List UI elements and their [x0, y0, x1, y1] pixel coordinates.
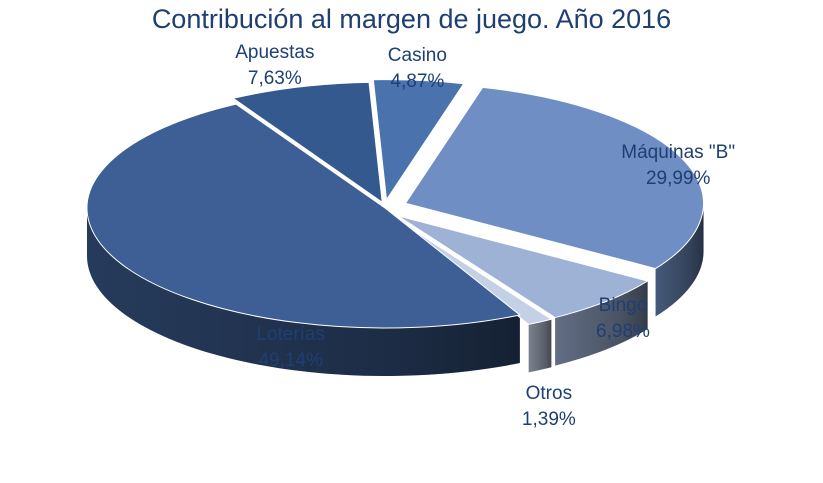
pie-slice — [231, 81, 383, 204]
slice-label: Apuestas 7,63% — [235, 40, 314, 92]
slice-label: Loterías 49,14% — [256, 322, 325, 374]
slice-label-name: Loterías — [256, 324, 325, 346]
slice-label-value: 29,99% — [645, 167, 711, 189]
slice-label-name: Apuestas — [235, 41, 315, 63]
slice-label-name: Otros — [525, 383, 573, 405]
slice-label-name: Bingo — [598, 295, 648, 317]
pie-slice-side-shading — [528, 319, 552, 373]
slice-label: Máquinas "B" 29,99% — [621, 140, 735, 192]
pie-slice — [397, 215, 649, 319]
slice-label-value: 4,87% — [390, 70, 445, 92]
pie-slice-side-shading — [655, 203, 704, 317]
chart-title: Contribución al margen de juego. Año 201… — [151, 4, 672, 34]
slice-label-value: 1,39% — [521, 409, 576, 431]
slice-label-value: 6,98% — [596, 321, 650, 343]
pie-slice — [86, 103, 521, 329]
pie-slice — [404, 86, 705, 270]
pie-slice-side-shading — [87, 208, 520, 376]
slice-label-value: 7,63% — [247, 67, 302, 89]
pie-slice — [393, 216, 553, 325]
pie-slice — [372, 79, 465, 202]
slice-label-name: Máquinas "B" — [621, 141, 736, 163]
slice-label: Otros 1,39% — [522, 381, 576, 433]
pie-slice-side-shading — [555, 281, 648, 366]
slice-label: Casino 4,87% — [388, 43, 447, 95]
slice-label-value: 49,14% — [258, 350, 323, 372]
slice-label-name: Casino — [387, 44, 447, 66]
slice-label: Bingo 6,98% — [596, 293, 650, 345]
